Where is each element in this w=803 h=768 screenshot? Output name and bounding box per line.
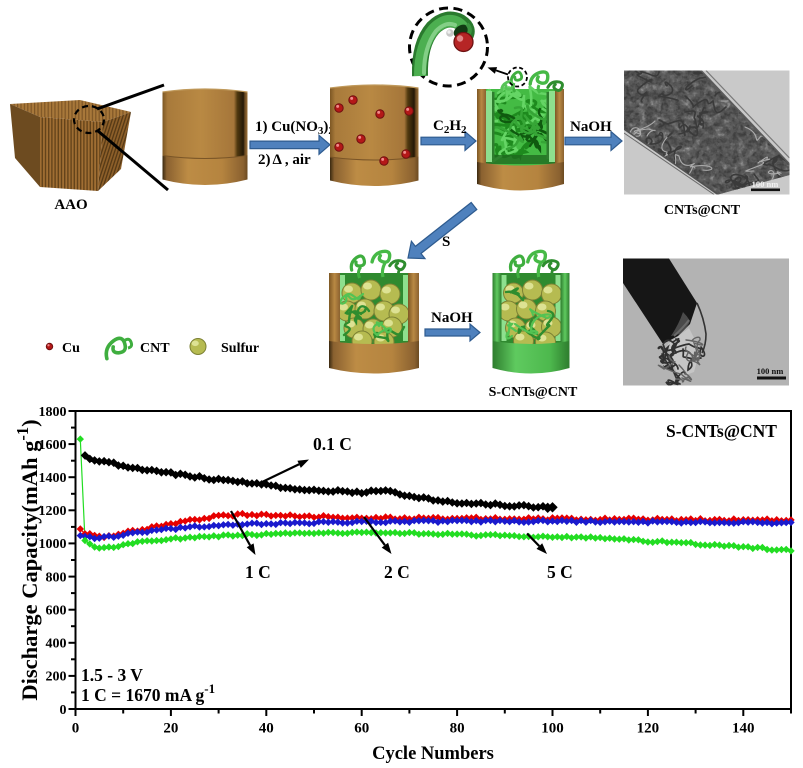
svg-text:100 nm: 100 nm (752, 179, 779, 189)
svg-text:1800: 1800 (39, 405, 67, 420)
svg-text:5 C: 5 C (547, 562, 573, 582)
svg-text:120: 120 (637, 721, 660, 737)
svg-text:1000: 1000 (39, 537, 67, 552)
svg-text:NaOH: NaOH (431, 310, 473, 326)
svg-text:S-CNTs@CNT: S-CNTs@CNT (666, 421, 777, 441)
svg-text:AAO: AAO (54, 197, 87, 213)
svg-text:0.1 C: 0.1 C (313, 434, 352, 454)
svg-text:1.5 - 3 V: 1.5 - 3 V (81, 665, 143, 685)
svg-text:S: S (442, 234, 450, 250)
svg-text:0: 0 (72, 721, 80, 737)
svg-text:1600: 1600 (39, 438, 67, 453)
svg-text:60: 60 (354, 721, 369, 737)
svg-text:CNT: CNT (140, 341, 170, 356)
svg-text:1400: 1400 (39, 471, 67, 486)
svg-text:CNTs@CNT: CNTs@CNT (664, 203, 741, 218)
svg-text:NaOH: NaOH (570, 119, 612, 135)
svg-text:1) Cu(NO3)2: 1) Cu(NO3)2 (255, 119, 334, 137)
svg-text:S-CNTs@CNT: S-CNTs@CNT (489, 385, 578, 400)
svg-text:140: 140 (732, 721, 755, 737)
svg-text:1 C = 1670 mA g-1: 1 C = 1670 mA g-1 (81, 681, 215, 705)
svg-text:100: 100 (541, 721, 564, 737)
svg-text:1200: 1200 (39, 504, 67, 519)
svg-text:100 nm: 100 nm (757, 366, 784, 376)
svg-text:Sulfur: Sulfur (221, 341, 259, 356)
svg-text:Discharge Capacity(mAh g-1): Discharge Capacity(mAh g-1) (13, 419, 42, 700)
svg-text:40: 40 (259, 721, 274, 737)
svg-text:20: 20 (163, 721, 178, 737)
svg-text:200: 200 (46, 670, 67, 685)
svg-text:Cu: Cu (62, 341, 80, 356)
svg-text:2 C: 2 C (384, 562, 410, 582)
svg-text:800: 800 (46, 570, 67, 585)
svg-text:Cycle Numbers: Cycle Numbers (372, 744, 494, 764)
svg-text:1 C: 1 C (245, 562, 271, 582)
svg-text:80: 80 (450, 721, 465, 737)
svg-text:400: 400 (46, 637, 67, 652)
svg-text:2)Δ , air: 2) Δ , air (258, 152, 311, 168)
svg-text:0: 0 (60, 703, 67, 718)
svg-text:600: 600 (46, 604, 67, 619)
svg-text:C2H2: C2H2 (433, 118, 467, 136)
